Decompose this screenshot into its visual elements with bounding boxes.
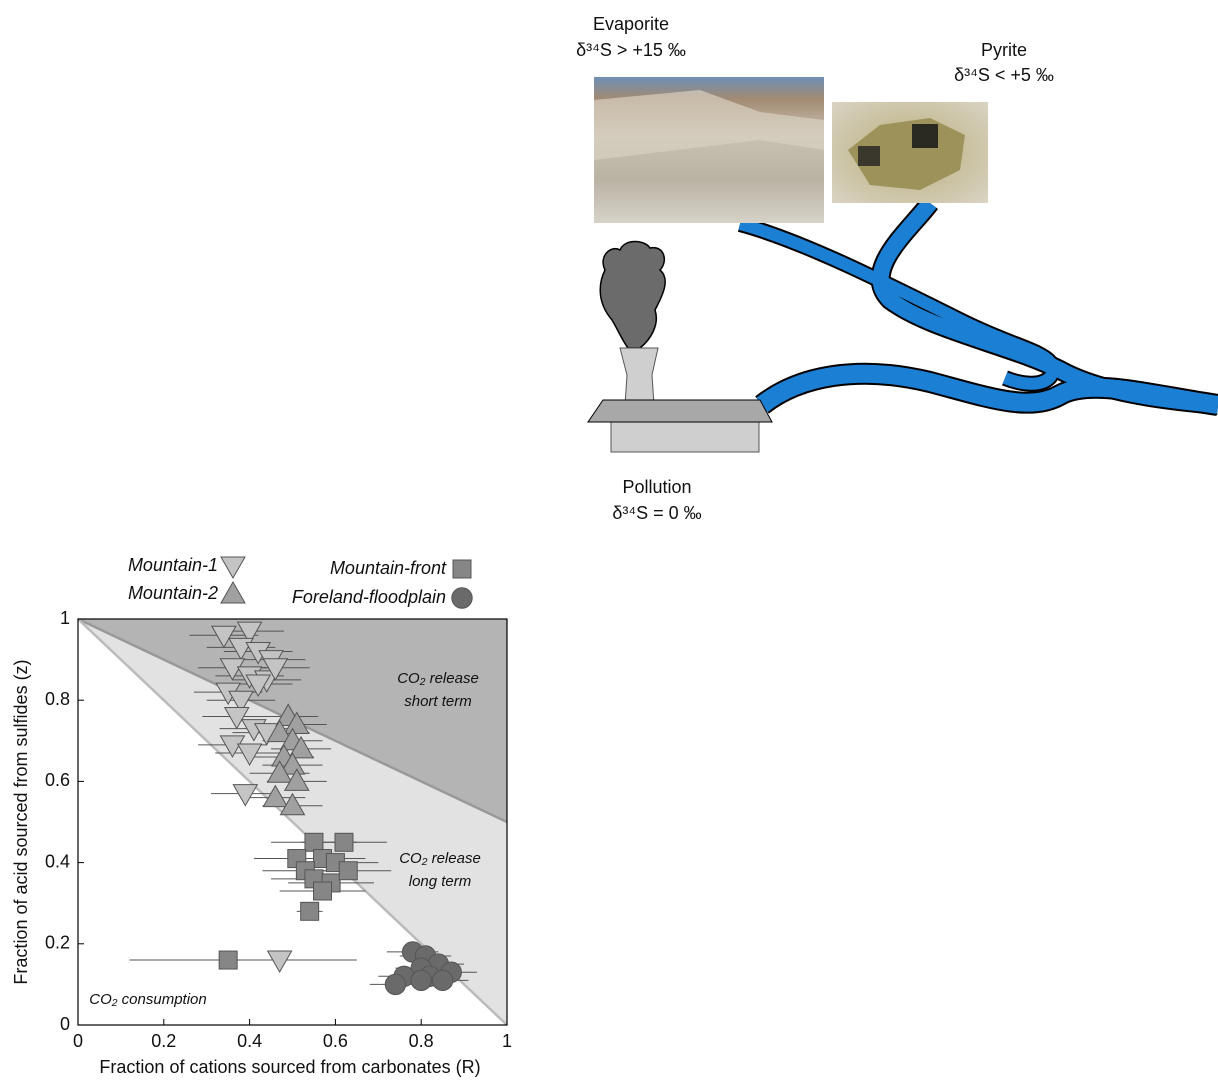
factory-base: [610, 421, 760, 453]
y-tick-label: 0.4: [45, 851, 70, 871]
y-tick-label: 1: [60, 608, 70, 628]
pyrite-cube: [912, 124, 938, 148]
data-point: [223, 706, 250, 730]
data-point: [262, 784, 289, 808]
legend-marker: [451, 587, 473, 609]
data-point: [288, 735, 314, 759]
evaporite-cliff: [594, 90, 824, 160]
x-tick-label: 0.4: [237, 1031, 262, 1051]
data-point: [262, 658, 289, 681]
scatter-chart: CO₂ release short term CO₂ release long ter…: [11, 555, 512, 1077]
annotation: short term: [404, 693, 472, 710]
data-point: [228, 690, 254, 714]
legend-marker: [220, 580, 246, 604]
source-isotope: δ³⁴S = 0 ‰: [612, 503, 701, 523]
data-point: [300, 901, 320, 921]
source-isotope: δ³⁴S > +15 ‰: [576, 40, 686, 60]
data-point: [232, 784, 259, 807]
x-axis-label: Fraction of cations sourced from carbona…: [99, 1057, 480, 1077]
legend-label: Mountain-front: [330, 558, 447, 578]
annotation: long term: [409, 873, 472, 890]
y-tick-label: 0.6: [45, 770, 70, 790]
x-tick-label: 0.2: [151, 1031, 176, 1051]
annotation: CO₂ consumption: [89, 991, 206, 1008]
source-name: Pyrite: [981, 40, 1027, 60]
annotation: CO₂ release: [399, 850, 481, 867]
data-point: [283, 768, 310, 791]
source-name: Evaporite: [593, 14, 669, 34]
y-tick-label: 0.8: [45, 689, 70, 709]
data-point: [410, 969, 432, 992]
data-point: [210, 625, 237, 649]
data-point: [384, 973, 407, 996]
source-name: Pollution: [622, 477, 691, 497]
data-point: [279, 752, 306, 775]
data-point: [266, 719, 293, 743]
legend-label: Foreland-floodplain: [292, 587, 446, 607]
source-isotope: δ³⁴S < +5 ‰: [954, 65, 1054, 85]
data-point: [236, 621, 263, 645]
y-tick-label: 0.2: [45, 933, 70, 953]
y-tick-label: 0: [60, 1014, 70, 1034]
data-point: [283, 711, 310, 735]
factory-roof: [587, 399, 773, 423]
diagram: Evaporite δ³⁴S > +15 ‰ Pyrite δ³⁴S < +5 …: [576, 14, 1218, 523]
data-point: [266, 950, 293, 974]
smoke: [599, 240, 666, 349]
annotation: CO₂ release: [397, 670, 479, 687]
data-point: [431, 969, 454, 992]
data-point: [218, 950, 238, 970]
legend-label: Mountain-2: [128, 583, 218, 603]
data-point: [313, 881, 333, 901]
rivers: [737, 196, 1218, 416]
chimney: [619, 347, 659, 406]
x-tick-label: 0.8: [409, 1031, 434, 1051]
data-point: [245, 674, 272, 697]
plot-frame: [77, 618, 508, 1026]
y-axis-label: Fraction of acid sourced from sulfides (…: [11, 659, 31, 984]
x-tick-label: 0.6: [323, 1031, 348, 1051]
data-point: [279, 792, 306, 816]
data-point: [338, 861, 358, 881]
pyrite-cube: [858, 146, 880, 166]
data-point: [266, 760, 293, 783]
legend-marker: [220, 556, 246, 580]
data-point: [236, 743, 263, 766]
legend-marker: [452, 559, 472, 579]
data-point: [334, 832, 354, 852]
x-tick-label: 1: [502, 1031, 512, 1051]
legend-label: Mountain-1: [128, 555, 218, 575]
x-tick-label: 0: [73, 1031, 83, 1051]
data-point: [304, 832, 324, 852]
